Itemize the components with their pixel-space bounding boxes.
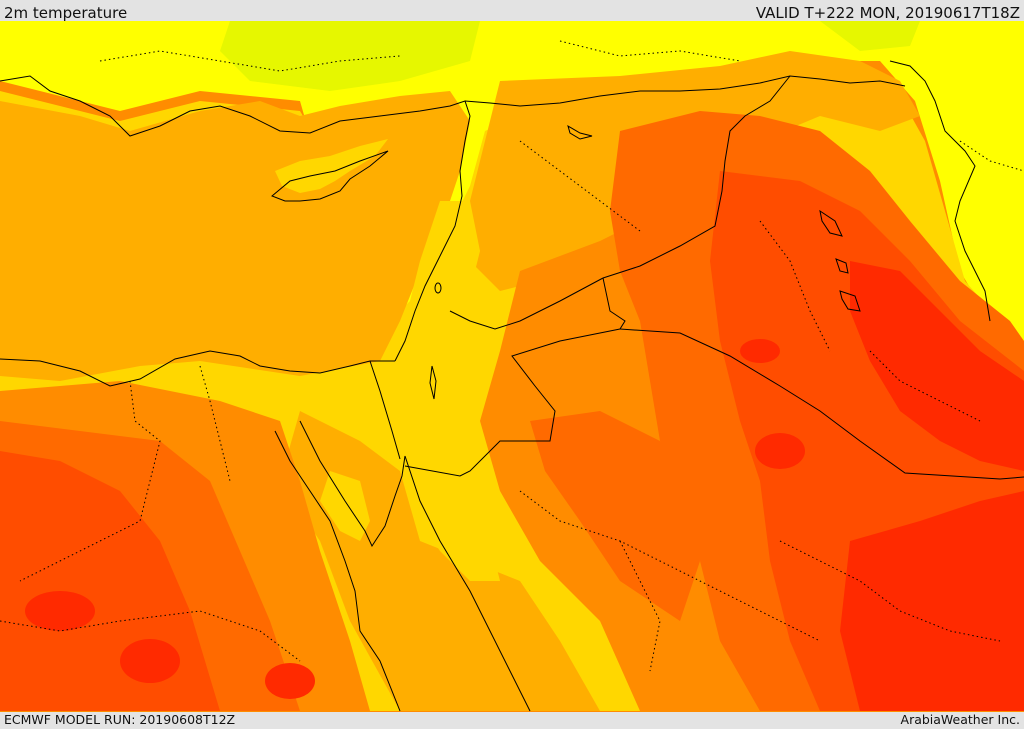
temp-spot-red-saudi [755, 433, 805, 469]
temp-band-greenyellow-north-east [820, 21, 920, 51]
coastline-egypt-north [0, 350, 395, 387]
border-syria-jordan [449, 277, 604, 330]
coastline-turkey-south [0, 75, 471, 172]
admin-boundary-iran-1 [959, 140, 1024, 172]
lake-milh [839, 290, 861, 312]
admin-boundary-iraq-1 [759, 220, 831, 352]
border-egypt-israel [369, 360, 401, 460]
coastline-red-sea-east [404, 455, 531, 712]
border-jordan-iraq [602, 277, 626, 330]
lake-razazah [835, 258, 849, 274]
temp-band-yellow-hejaz [420, 491, 500, 581]
temp-band-red-gulf [840, 491, 1024, 711]
temp-spot-red-egypt-1 [25, 591, 95, 631]
temperature-map [0, 21, 1024, 712]
temp-band-greenyellow-north [220, 21, 480, 91]
map-title: 2m temperature [4, 4, 128, 22]
admin-boundary-turkey-1 [99, 50, 401, 72]
temp-band-yellow-sinai-mtn [320, 471, 370, 541]
valid-time-label: VALID T+222 MON, 20190617T18Z [755, 4, 1020, 22]
temp-band-orangered-saudi [530, 411, 700, 621]
border-iraq-saudi [619, 328, 1024, 480]
coastlines-and-borders [0, 60, 1024, 712]
admin-boundary-egypt-3 [0, 610, 301, 662]
coastline-sinai [299, 420, 406, 548]
border-turkey-syria [464, 75, 906, 107]
lake-assad [567, 124, 593, 140]
temp-band-red-iraq [850, 261, 1024, 471]
border-jordan-saudi [404, 328, 621, 477]
border-iran-ridge [889, 60, 991, 322]
admin-boundary-egypt-2 [199, 365, 231, 482]
lake-tiberias [434, 282, 442, 294]
admin-boundary-egypt-1 [19, 380, 161, 582]
admin-boundary-saudi-3 [779, 540, 1001, 642]
admin-boundary-saudi-1 [519, 490, 821, 642]
administrative-boundaries [0, 40, 1024, 672]
temp-band-cyprus [275, 139, 388, 193]
border-syria-iraq [602, 75, 791, 279]
model-run-label: ECMWF MODEL RUN: 20190608T12Z [4, 712, 236, 727]
coastline-red-sea-west [274, 430, 401, 712]
credit-label: ArabiaWeather Inc. [900, 712, 1020, 727]
temp-band-yellow-coast [410, 201, 480, 321]
temp-spot-red-egypt-2 [120, 639, 180, 683]
lake-dead-sea [429, 365, 437, 400]
coastline-levant [394, 170, 463, 362]
temperature-map-svg [0, 21, 1024, 712]
temp-spot-red-iraq [740, 339, 780, 363]
lake-tharthar [819, 209, 843, 237]
temperature-fill-layers [0, 21, 1024, 712]
coastline-cyprus [271, 150, 389, 202]
temp-spot-red-egypt-3 [265, 663, 315, 699]
